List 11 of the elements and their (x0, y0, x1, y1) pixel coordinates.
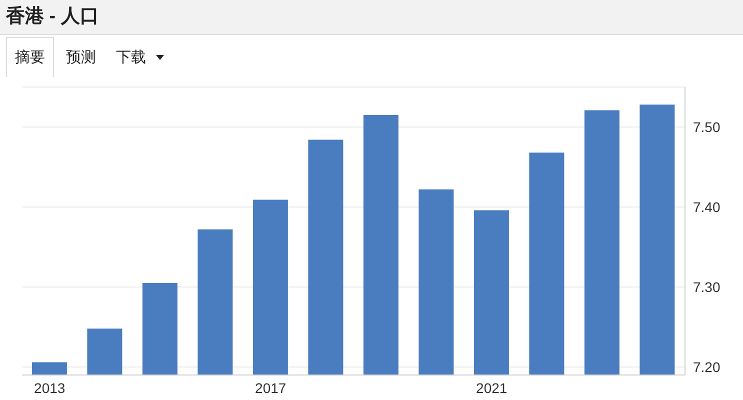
y-tick-label: 7.40 (693, 198, 720, 215)
y-tick-label: 7.30 (693, 278, 720, 295)
x-tick-label: 2021 (476, 380, 508, 396)
text: 下载 (116, 48, 146, 66)
x-tick-label: 2013 (34, 380, 66, 396)
text: 摘要 (15, 48, 45, 67)
x-tick-label: 2017 (255, 380, 286, 396)
chart-title: 香港 - 人口 (0, 0, 743, 35)
text: 预测 (66, 48, 96, 66)
y-tick-label: 7.50 (693, 118, 720, 135)
y-tick-label: 7.20 (693, 358, 720, 375)
